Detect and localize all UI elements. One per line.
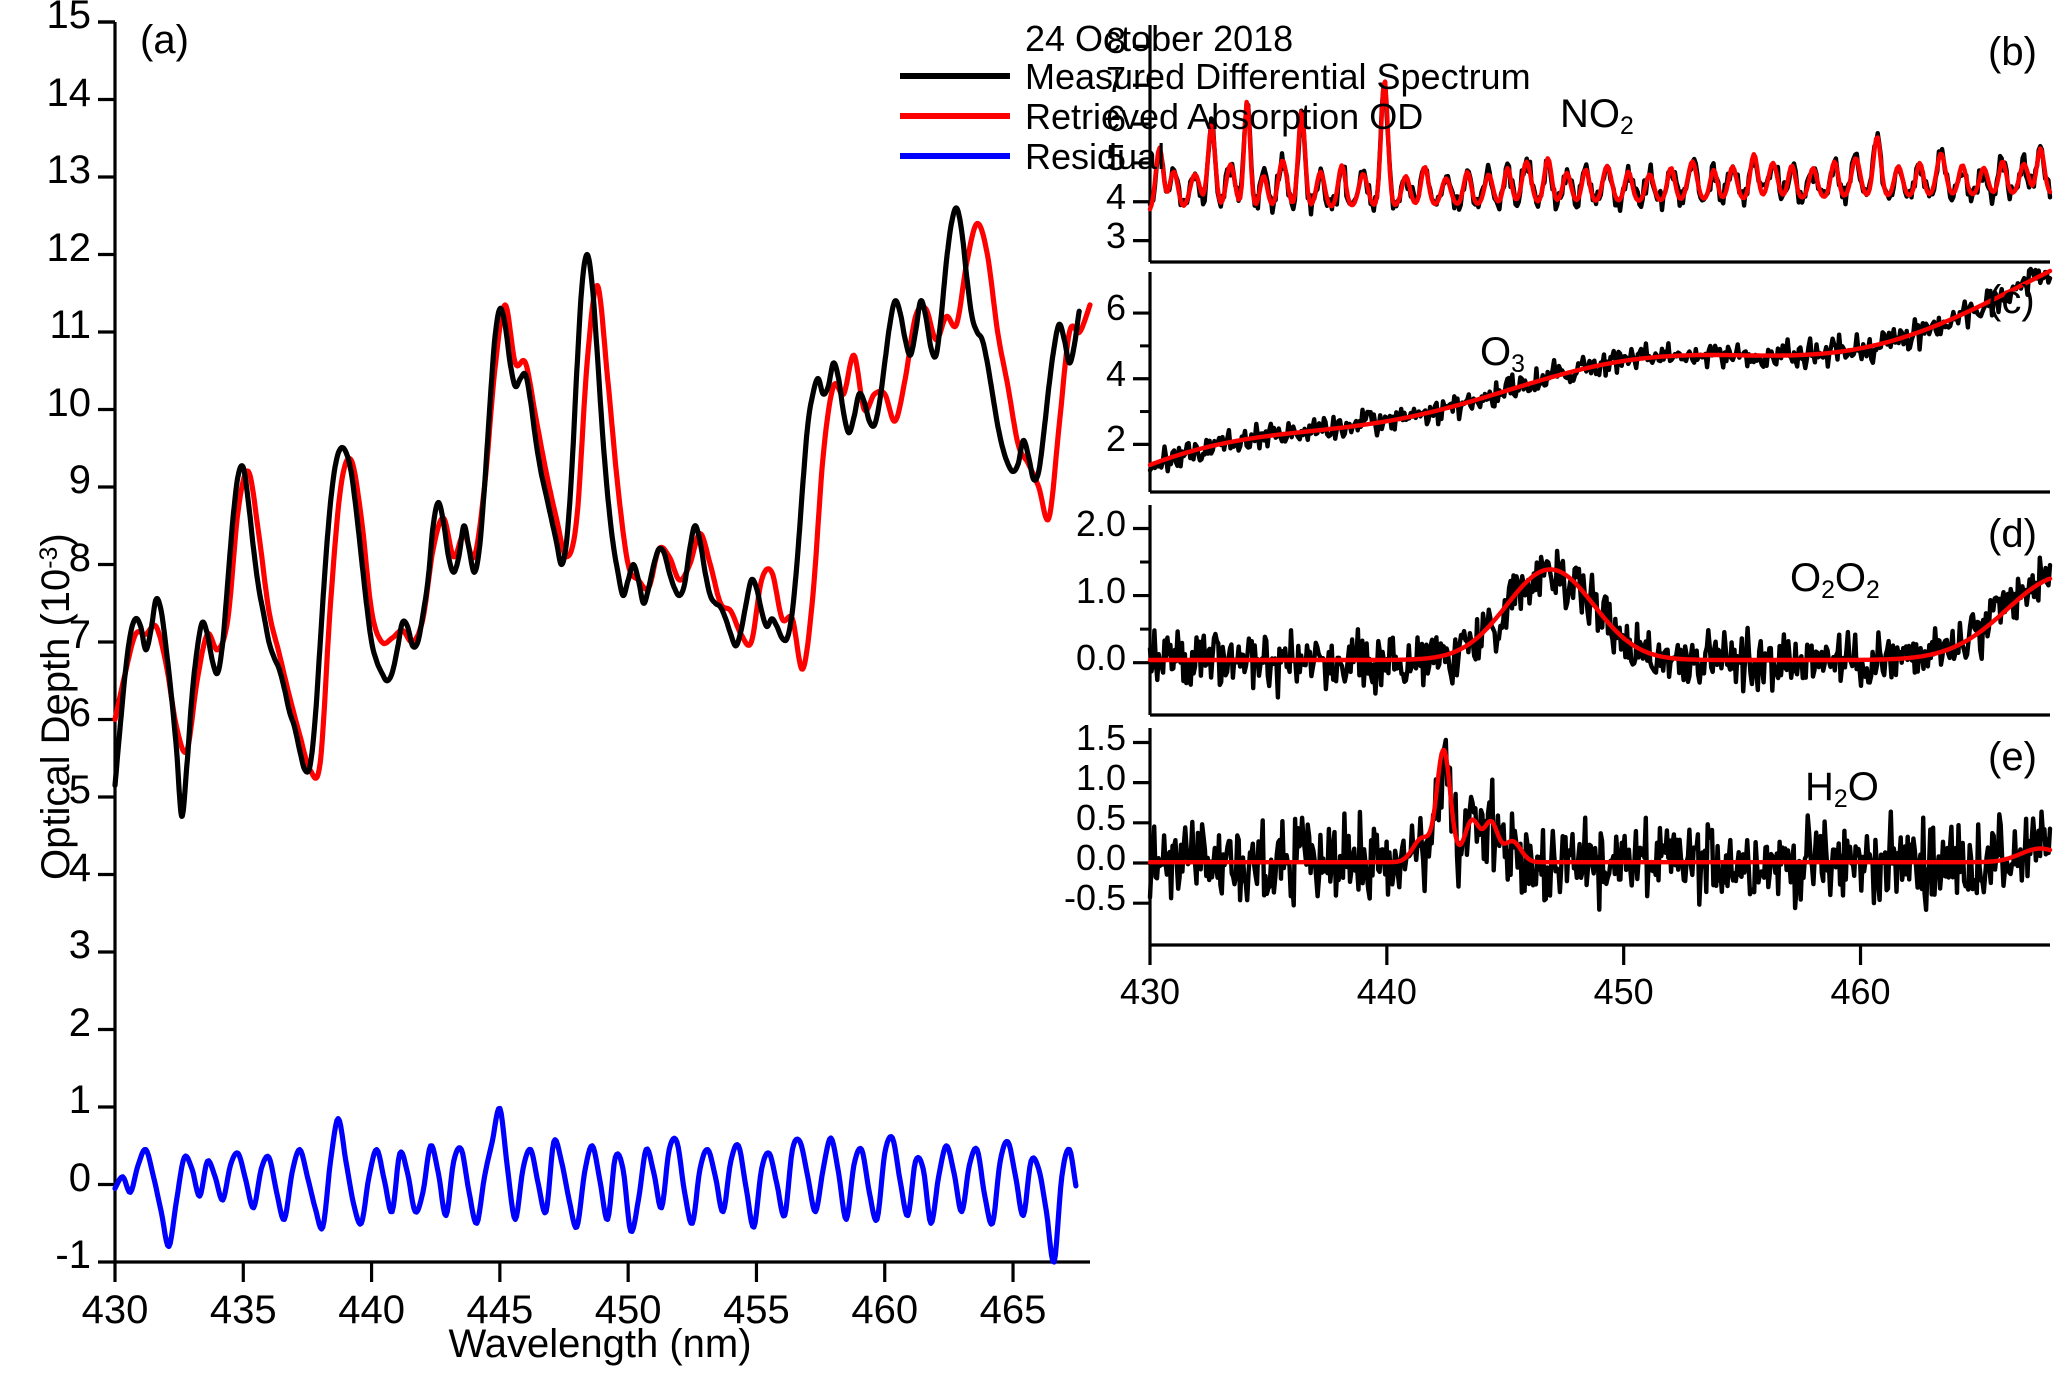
- panel-c-measured-series: [1147, 266, 2053, 474]
- y-tick-label: -1: [55, 1233, 91, 1278]
- x-tick-label: 430: [1119, 971, 1181, 1012]
- y-tick-label: 4: [1105, 175, 1126, 217]
- y-tick-label: 1: [68, 1078, 91, 1123]
- y-tick-label: 2: [1105, 418, 1126, 460]
- y-tick-label: 1.5: [1075, 716, 1126, 758]
- y-tick-label: -0.5: [1063, 877, 1126, 919]
- panel-label-d: (d): [1988, 512, 2037, 556]
- y-tick-label: 4: [1105, 352, 1126, 394]
- series-measured-differential-spectrum: [112, 205, 1082, 820]
- y-tick-label: 9: [68, 458, 91, 503]
- panel-e-measured-series: [1147, 737, 2053, 912]
- y-tick-label: 8: [68, 535, 91, 580]
- x-tick-label: 460: [851, 1288, 919, 1332]
- x-tick-label: 430: [81, 1288, 149, 1332]
- y-tick-label: 0: [68, 1155, 91, 1200]
- species-label-no2: NO2: [1560, 92, 1634, 140]
- y-tick-label: 5: [1105, 137, 1126, 178]
- x-tick-label: 455: [723, 1288, 790, 1332]
- species-label-h2o: H2O: [1805, 765, 1879, 813]
- y-tick-label: 6: [1105, 98, 1126, 140]
- panel-label-b: (b): [1988, 30, 2037, 74]
- x-tick-label: 440: [338, 1288, 405, 1332]
- y-axis-title: Optical Depth (10-3): [34, 533, 78, 880]
- x-tick-label: 450: [594, 1288, 662, 1332]
- y-tick-label: 7: [68, 613, 91, 658]
- series-residual: [112, 1105, 1079, 1265]
- legend-label-residual: Residual: [1025, 136, 1166, 177]
- y-tick-label: 2: [68, 1000, 91, 1045]
- species-label-o3: O3: [1480, 330, 1525, 378]
- y-tick-label: 0.5: [1075, 796, 1126, 838]
- y-tick-label: 3: [68, 923, 91, 968]
- x-tick-label: 460: [1830, 971, 1891, 1012]
- legend-label-measured: Measured Differential Spectrum: [1025, 56, 1531, 97]
- panel-label-a: (a): [140, 18, 189, 62]
- legend-date: 24 October 2018: [1025, 18, 1294, 59]
- panel-b-retrieved-series: [1147, 79, 2053, 212]
- panel-label-e: (e): [1988, 735, 2037, 779]
- x-tick-label: 450: [1593, 971, 1654, 1012]
- y-tick-label: 0.0: [1075, 837, 1126, 879]
- panel-d-measured-series: [1147, 548, 2053, 700]
- legend-label-retrieved: Retrieved Absorption OD: [1025, 96, 1424, 137]
- y-tick-label: 1.0: [1075, 569, 1126, 611]
- y-tick-label: 3: [1105, 214, 1126, 256]
- x-tick-label: 435: [209, 1288, 277, 1332]
- y-tick-label: 14: [46, 70, 92, 115]
- y-tick-label: 0.0: [1075, 636, 1126, 678]
- y-tick-label: 6: [1105, 287, 1126, 329]
- y-tick-label: 4: [68, 845, 91, 890]
- panel-d-retrieved-series: [1147, 567, 2053, 663]
- x-tick-label: 440: [1356, 971, 1417, 1012]
- y-tick-label: 8: [1105, 20, 1126, 62]
- x-tick-label: 465: [979, 1288, 1047, 1332]
- y-tick-label: 15: [46, 0, 92, 38]
- panel-e-retrieved-series: [1147, 747, 2053, 865]
- y-tick-label: 5: [68, 768, 91, 813]
- y-tick-label: 7: [1105, 59, 1126, 101]
- y-tick-label: 10: [46, 380, 92, 425]
- panel-c-retrieved-series: [1147, 268, 2053, 468]
- y-tick-label: 6: [68, 690, 91, 735]
- y-tick-label: 13: [46, 148, 92, 193]
- x-axis-title: Wavelength (nm): [448, 1322, 752, 1366]
- y-tick-label: 2.0: [1075, 502, 1126, 544]
- species-label-o2o2: O2O2: [1790, 556, 1880, 604]
- x-tick-label: 445: [466, 1288, 534, 1332]
- y-tick-label: 11: [49, 303, 91, 348]
- panel-label-c: (c): [1988, 278, 2035, 322]
- y-tick-label: 1.0: [1075, 756, 1126, 798]
- y-tick-label: 12: [46, 225, 92, 270]
